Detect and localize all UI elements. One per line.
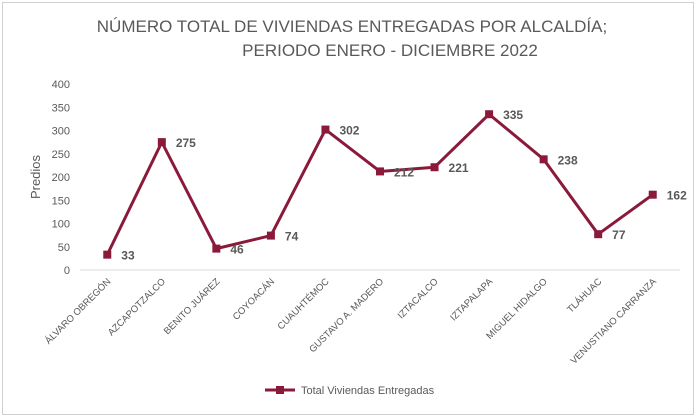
data-point-marker: [430, 163, 439, 172]
data-point-marker: [212, 244, 221, 253]
y-axis-label: Predios: [28, 154, 43, 199]
data-label: 335: [503, 108, 523, 122]
x-tick-label: BENITO JUÁREZ: [162, 276, 223, 337]
data-point-marker: [485, 110, 494, 119]
data-label: 238: [558, 153, 578, 167]
data-point-marker: [648, 190, 657, 199]
data-label: 275: [176, 136, 196, 150]
data-label: 77: [612, 228, 626, 242]
y-tick-label: 300: [52, 126, 70, 138]
x-tick-label: IZTACALCO: [396, 276, 441, 321]
data-point-marker: [594, 230, 603, 239]
data-label: 46: [230, 243, 244, 257]
y-tick-label: 150: [52, 195, 70, 207]
data-point-marker: [539, 155, 548, 164]
data-point-marker: [157, 138, 166, 147]
data-point-marker: [103, 250, 112, 259]
data-label: 162: [667, 189, 687, 203]
legend-marker: [276, 386, 284, 394]
y-tick-label: 0: [64, 265, 70, 277]
legend-label: Total Viviendas Entregadas: [301, 385, 435, 397]
data-label: 221: [449, 161, 469, 175]
y-tick-label: 100: [52, 219, 70, 231]
data-point-marker: [321, 125, 330, 134]
y-tick-label: 350: [52, 102, 70, 114]
x-tick-label: TLÁHUAC: [565, 276, 604, 315]
data-point-marker: [266, 231, 275, 240]
y-tick-label: 50: [58, 242, 70, 254]
x-tick-label: MIGUEL HIDALGO: [484, 276, 549, 341]
chart-title-line-1: NÚMERO TOTAL DE VIVIENDAS ENTREGADAS POR…: [97, 17, 607, 36]
data-point-marker: [376, 167, 384, 176]
x-tick-label: AZCAPOTZALCO: [106, 276, 168, 338]
x-tick-label: IZTAPALAPA: [448, 276, 495, 323]
data-label: 212: [394, 165, 414, 179]
y-tick-label: 200: [52, 172, 70, 184]
y-tick-label: 400: [52, 79, 70, 91]
x-tick-label: COYOACÁN: [231, 276, 277, 322]
x-tick-label: ÁLVARO OBREGÓN: [43, 276, 113, 346]
x-tick-label: CUAUHTÉMOC: [276, 276, 332, 332]
data-label: 33: [121, 249, 135, 263]
chart-title-line-2: PERIODO ENERO - DICIEMBRE 2022: [242, 41, 538, 60]
data-label: 302: [339, 124, 359, 138]
y-tick-label: 250: [52, 149, 70, 161]
data-label: 74: [285, 230, 299, 244]
